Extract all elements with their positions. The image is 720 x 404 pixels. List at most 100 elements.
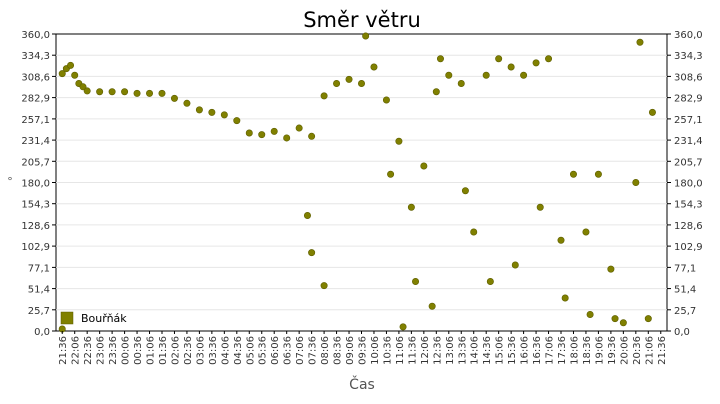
data-point bbox=[158, 89, 166, 97]
data-point bbox=[79, 83, 87, 91]
data-point bbox=[270, 127, 278, 135]
data-point bbox=[445, 71, 453, 79]
y-tick-label-right: 25,7 bbox=[674, 306, 696, 317]
y-tick-label-right: 360,0 bbox=[674, 30, 703, 41]
x-tick-label: 14:36 bbox=[482, 336, 493, 365]
y-tick-label-right: 257,1 bbox=[674, 115, 703, 126]
x-tick-label: 03:36 bbox=[208, 336, 219, 365]
x-tick-label: 01:06 bbox=[146, 336, 157, 365]
x-tick-label: 09:36 bbox=[358, 336, 369, 365]
points-layer bbox=[58, 32, 656, 333]
y-tick-label: 51,4 bbox=[28, 285, 50, 296]
data-point bbox=[58, 70, 66, 78]
y-tick-label-right: 128,6 bbox=[674, 221, 703, 232]
data-point bbox=[432, 88, 440, 96]
data-point bbox=[183, 99, 191, 107]
data-point bbox=[295, 124, 303, 132]
data-point bbox=[428, 302, 436, 310]
x-tick-label: 22:36 bbox=[83, 336, 94, 365]
data-point bbox=[482, 71, 490, 79]
data-point bbox=[170, 94, 178, 102]
y-tick-label-right: 51,4 bbox=[674, 285, 696, 296]
y-tick-label: 25,7 bbox=[28, 306, 50, 317]
data-point bbox=[83, 87, 91, 95]
x-tick-label: 20:06 bbox=[619, 336, 630, 365]
x-tick-label: 13:06 bbox=[445, 336, 456, 365]
y-axis-right: 0,0 25,7 51,4 77,1 102,9 128,6 154,3 180,0 205,7… bbox=[667, 30, 703, 338]
x-tick-label: 00:06 bbox=[121, 336, 132, 365]
data-point bbox=[67, 61, 75, 69]
data-point bbox=[345, 75, 353, 83]
x-tick-label: 19:36 bbox=[607, 336, 618, 365]
x-tick-label: 07:36 bbox=[308, 336, 319, 365]
y-tick-label-right: 308,6 bbox=[674, 72, 703, 83]
data-point bbox=[582, 228, 590, 236]
x-tick-label: 19:06 bbox=[594, 336, 605, 365]
data-point bbox=[146, 89, 154, 97]
y-axis-left: 0,0 25,7 51,4 77,1 102,9 128,6 154,3 180,0 205,7… bbox=[21, 30, 56, 338]
data-point bbox=[648, 108, 656, 116]
y-tick-label: 102,9 bbox=[21, 242, 50, 253]
x-tick-label: 12:06 bbox=[420, 336, 431, 365]
x-tick-label: 04:06 bbox=[220, 336, 231, 365]
x-tick-label: 09:06 bbox=[345, 336, 356, 365]
chart-title: Směr větru bbox=[303, 8, 421, 32]
x-tick-label: 11:36 bbox=[407, 336, 418, 365]
data-point bbox=[108, 88, 116, 96]
y-tick-label: 180,0 bbox=[21, 179, 50, 190]
data-point bbox=[412, 277, 420, 285]
data-point bbox=[420, 162, 428, 170]
y-tick-label-right: 205,7 bbox=[674, 157, 703, 168]
data-point bbox=[545, 55, 553, 63]
data-point bbox=[220, 111, 228, 119]
data-point bbox=[557, 236, 565, 244]
y-tick-label: 282,9 bbox=[21, 94, 50, 105]
x-tick-label: 05:06 bbox=[245, 336, 256, 365]
y-tick-label: 334,3 bbox=[21, 51, 50, 62]
data-point bbox=[486, 277, 494, 285]
x-tick-label: 04:36 bbox=[233, 336, 244, 365]
data-point bbox=[436, 55, 444, 63]
y-tick-label: 205,7 bbox=[21, 157, 50, 168]
data-point bbox=[121, 88, 129, 96]
x-tick-label: 18:36 bbox=[582, 336, 593, 365]
x-tick-label: 05:36 bbox=[258, 336, 269, 365]
x-tick-label: 12:36 bbox=[432, 336, 443, 365]
data-point bbox=[457, 80, 465, 88]
data-point bbox=[357, 80, 365, 88]
x-tick-label: 21:06 bbox=[644, 336, 655, 365]
y-tick-label-right: 77,1 bbox=[674, 263, 696, 274]
y-tick-label: 77,1 bbox=[28, 263, 50, 274]
x-tick-label: 01:36 bbox=[158, 336, 169, 365]
data-point bbox=[320, 92, 328, 100]
data-point bbox=[507, 63, 515, 71]
y-tick-label-right: 180,0 bbox=[674, 179, 703, 190]
y-tick-label-right: 154,3 bbox=[674, 200, 703, 211]
x-tick-label: 03:06 bbox=[195, 336, 206, 365]
y-tick-label: 257,1 bbox=[21, 115, 50, 126]
x-tick-label: 21:36 bbox=[58, 336, 69, 365]
data-point bbox=[382, 96, 390, 104]
data-point bbox=[644, 315, 652, 323]
data-point bbox=[511, 261, 519, 269]
data-point bbox=[569, 170, 577, 178]
x-tick-label: 14:06 bbox=[470, 336, 481, 365]
x-tick-label: 10:06 bbox=[370, 336, 381, 365]
x-tick-label: 15:06 bbox=[495, 336, 506, 365]
x-tick-label: 07:06 bbox=[295, 336, 306, 365]
x-tick-label: 02:36 bbox=[183, 336, 194, 365]
x-axis: 21:36 22:06 22:36 23:06 23:36 00:06 00:36 01:06… bbox=[58, 331, 668, 365]
y-tick-label-right: 334,3 bbox=[674, 51, 703, 62]
x-axis-label: Čas bbox=[349, 375, 375, 393]
data-point bbox=[320, 282, 328, 290]
y-tick-label: 231,4 bbox=[21, 136, 50, 147]
x-tick-label: 20:36 bbox=[632, 336, 643, 365]
data-point bbox=[520, 71, 528, 79]
y-tick-label-right: 231,4 bbox=[674, 136, 703, 147]
x-tick-label: 15:36 bbox=[507, 336, 518, 365]
data-point bbox=[399, 323, 407, 331]
x-tick-label: 23:06 bbox=[96, 336, 107, 365]
data-point bbox=[561, 294, 569, 302]
